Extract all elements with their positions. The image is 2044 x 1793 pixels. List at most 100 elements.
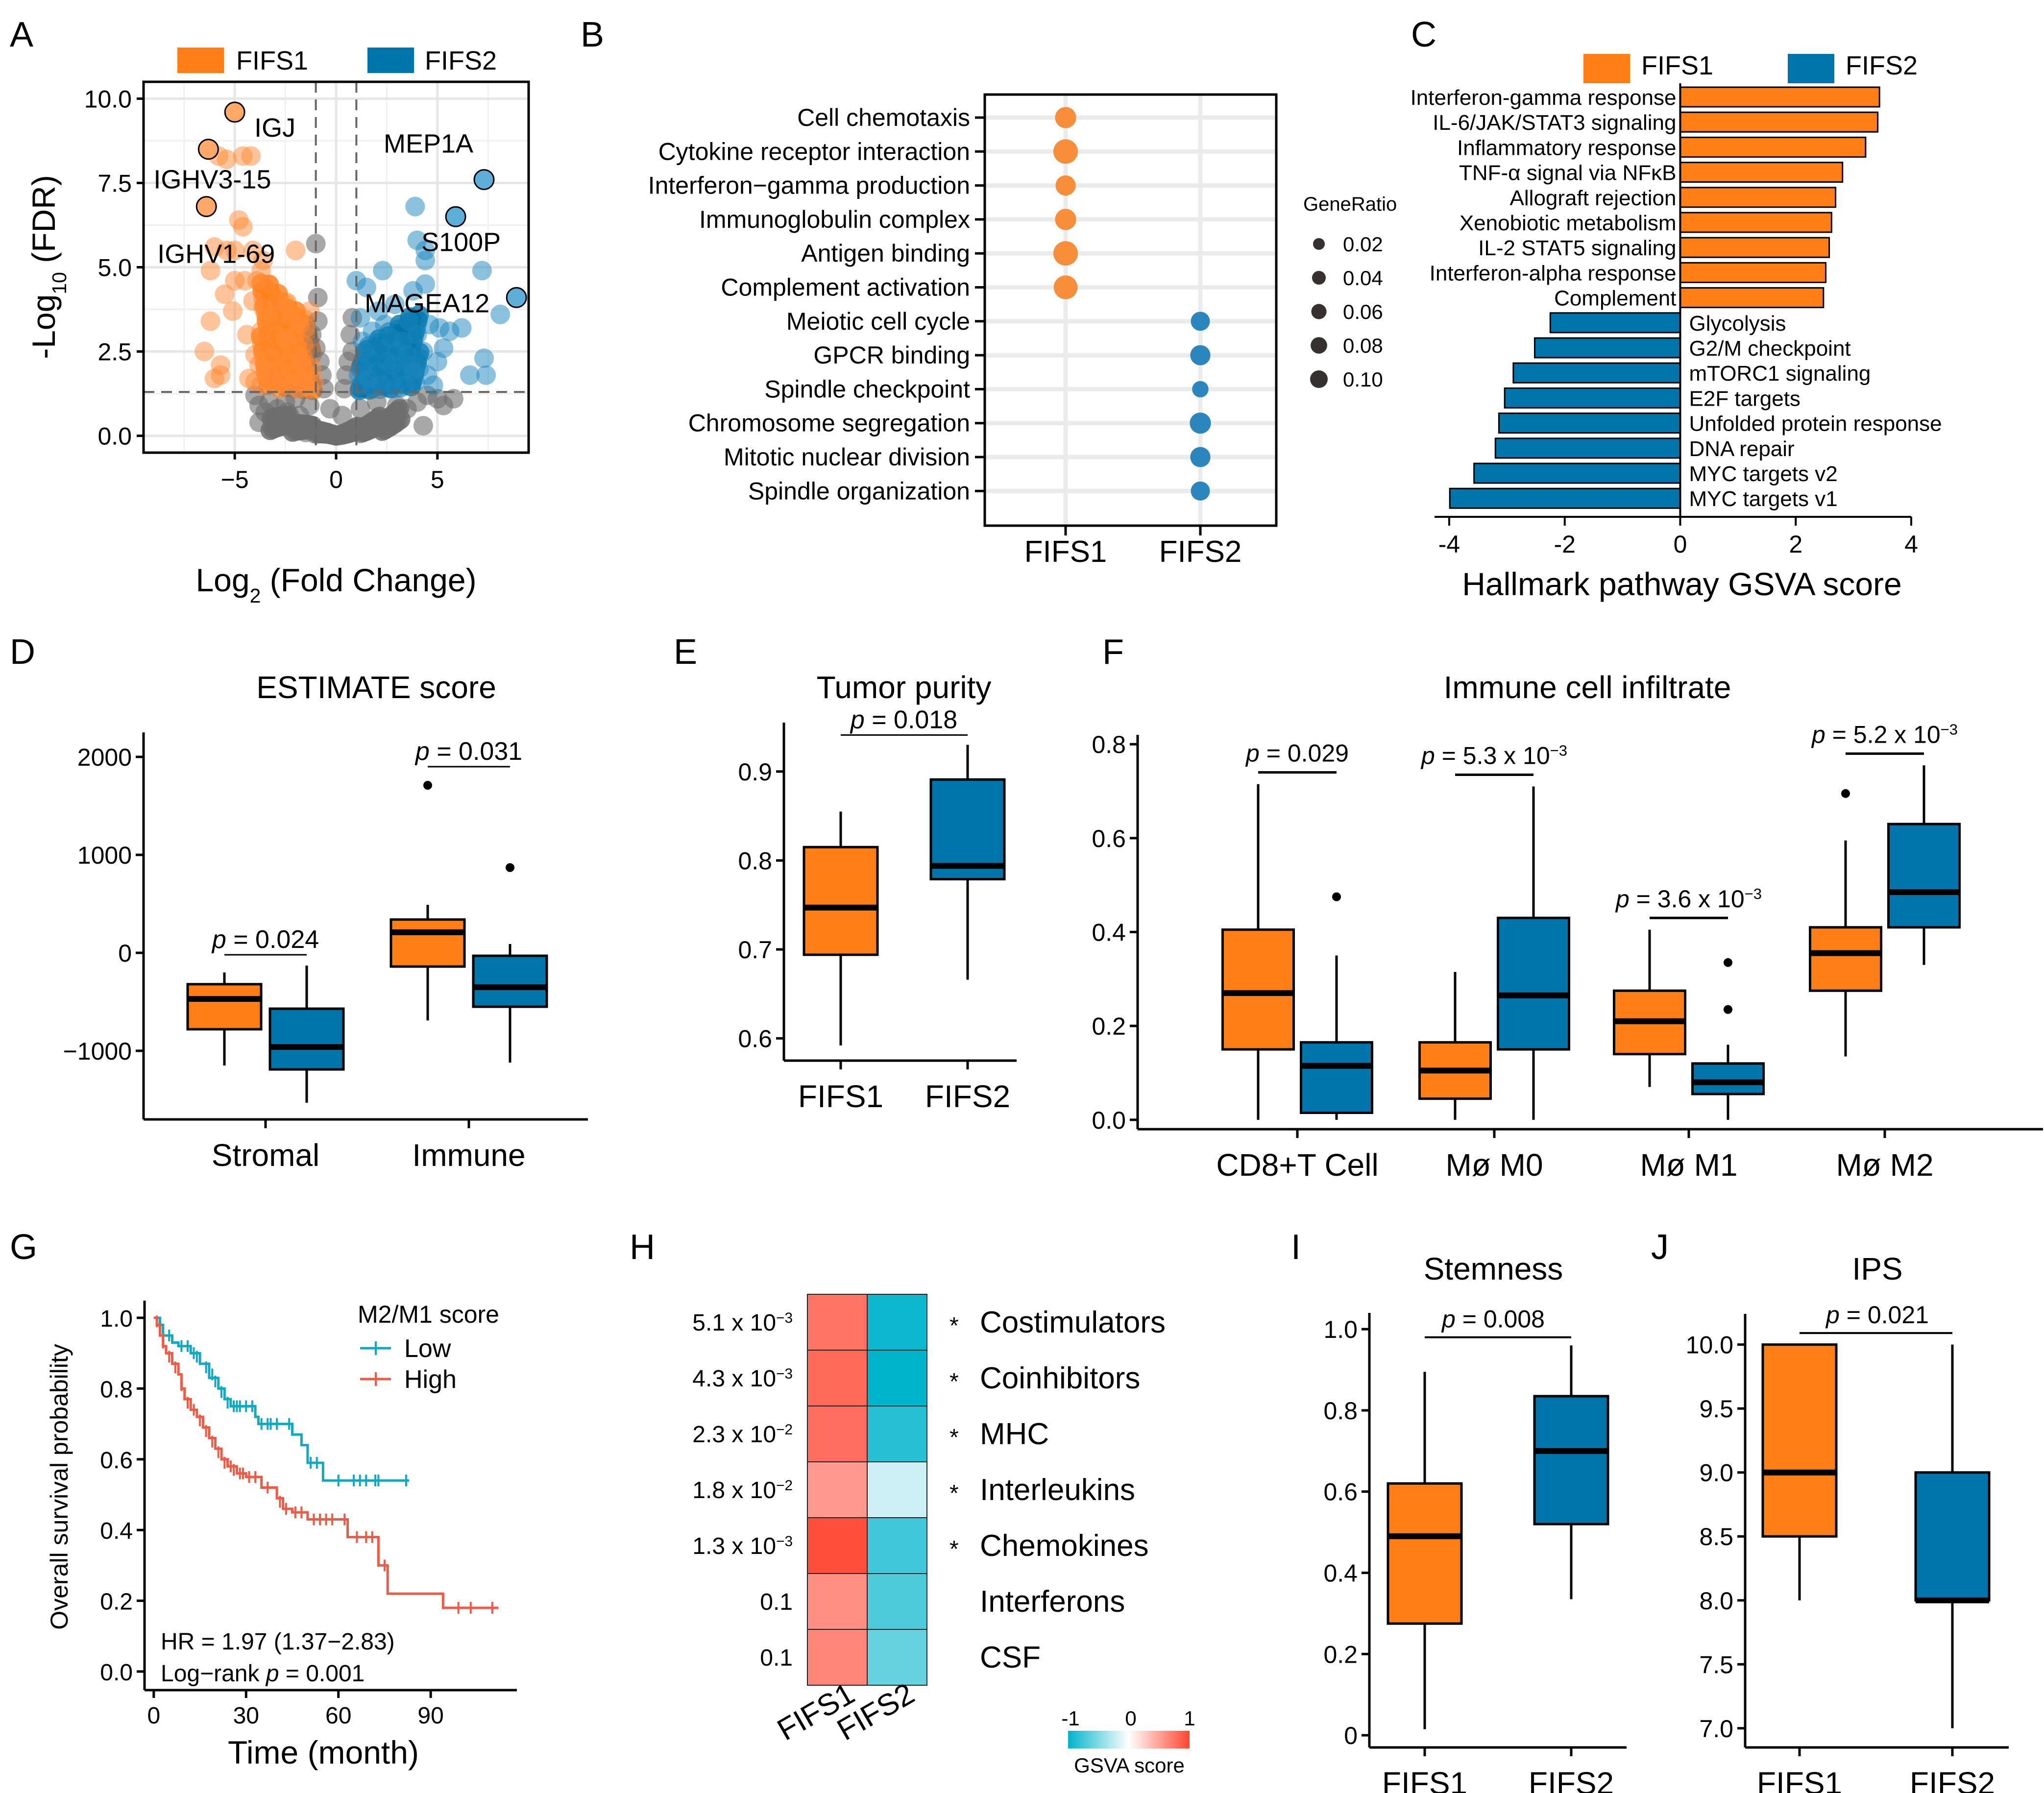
- gene-label: MEP1A: [384, 129, 473, 159]
- x-tick-label: 0: [147, 1703, 160, 1729]
- y-tick-label: 0: [118, 940, 132, 967]
- p-value-label: p = 3.6 x 10−3: [1615, 885, 1762, 913]
- panel-b-dotplot: Cell chemotaxis Cytokine receptor interac…: [648, 93, 1397, 569]
- x-tick-label: Mø M2: [1836, 1147, 1933, 1183]
- gene-ratio-dot: [1191, 312, 1210, 331]
- box: [1691, 1062, 1765, 1095]
- fifs2-point: [354, 341, 374, 362]
- fifs1-point: [286, 241, 306, 261]
- p-value-label: p = 5.2 x 10−3: [1811, 721, 1958, 749]
- legend-swatch-fifs1: [177, 48, 224, 73]
- pathway-bar: [1498, 412, 1681, 434]
- gene-ratio-dot: [1190, 345, 1211, 365]
- y-tick-label: 0: [1344, 1722, 1358, 1749]
- x-tick-label: CD8+T Cell: [1216, 1147, 1378, 1183]
- y-tick-label: 7.5: [97, 170, 132, 197]
- x-tick-label: -4: [1438, 531, 1460, 558]
- pathway-bar: [1512, 362, 1681, 384]
- box: [1533, 1395, 1609, 1526]
- heatmap-cell: [807, 1461, 868, 1518]
- survival-curve-low: [153, 1316, 410, 1482]
- gene-ratio-dot: [1053, 275, 1078, 299]
- box: [1887, 823, 1961, 929]
- fifs2-point: [348, 365, 368, 385]
- y-tick-label: 2000: [77, 744, 132, 771]
- y-tick-label: 0.0: [100, 1660, 133, 1686]
- labeled-gene-point: [224, 101, 245, 123]
- y-tick-label: 0.0: [1092, 1107, 1126, 1134]
- pathway-label: Glycolysis: [1689, 312, 1786, 336]
- gene-label: IGJ: [254, 113, 295, 143]
- heatmap-cell: [807, 1629, 868, 1686]
- fifs1-point: [225, 241, 245, 261]
- labeled-gene-point: [197, 139, 219, 160]
- x-tick-label: FIFS2: [1910, 1766, 1995, 1793]
- colorbar-tick-label: 1: [1184, 1707, 1195, 1730]
- chart-title: IPS: [1852, 1251, 1902, 1286]
- fifs1-point: [265, 311, 285, 331]
- fifs1-point: [237, 325, 257, 345]
- fifs2-point: [383, 355, 403, 375]
- row-pvalue-label: 2.3 x 10−2: [692, 1422, 793, 1448]
- fifs1-point: [195, 341, 215, 362]
- pathway-bar: [1533, 337, 1681, 359]
- gene-ratio-dot: [1191, 481, 1210, 501]
- panel-g-km: 0.0 0.2 0.4 0.6 0.8 1.0 0 30 60 90 Time (month) Ove…: [46, 1301, 517, 1770]
- size-legend-dot: [1311, 304, 1327, 319]
- p-value-label: p = 0.008: [1441, 1306, 1545, 1333]
- plot-frame: [983, 93, 1278, 527]
- labeled-gene-point: [195, 196, 217, 218]
- fifs2-point: [397, 345, 417, 365]
- panel-i-stemness: 0 0.2 0.4 0.6 0.8 1.0 FIFS1 FIFS2 Stemness p = 0.…: [1323, 1251, 1627, 1793]
- y-tick-label: 0.7: [738, 936, 772, 964]
- ns-point: [434, 395, 454, 415]
- legend-label-low: Low: [404, 1334, 451, 1363]
- significance-star: *: [949, 1536, 959, 1562]
- outlier-point: [1332, 892, 1341, 901]
- row-label: Interleukins: [980, 1473, 1135, 1507]
- panel-f-immune: 0.0 0.2 0.4 0.6 0.8 CD8+T Cell Mø M0 Mø M1 Mø M2…: [1092, 670, 2043, 1183]
- x-tick-label: Mø M0: [1445, 1147, 1543, 1183]
- heatmap-cell: [807, 1405, 868, 1462]
- y-axis-title: -Log10 (FDR): [25, 175, 71, 359]
- pathway-bar: [1473, 462, 1681, 484]
- y-tick-label: 5.0: [97, 254, 132, 282]
- y-tick-label: 2.5: [97, 339, 132, 366]
- size-legend-label: 0.04: [1343, 267, 1383, 290]
- size-legend-label: 0.06: [1343, 300, 1383, 323]
- pathway-label: E2F targets: [1689, 387, 1801, 411]
- term-label: GPCR binding: [813, 341, 970, 369]
- x-tick-label: FIFS2: [1529, 1766, 1614, 1793]
- row-label: Interferons: [980, 1585, 1125, 1619]
- pathway-bar: [1449, 487, 1681, 509]
- y-tick-label: 1.0: [1323, 1316, 1358, 1343]
- p-value-label: p = 0.029: [1245, 740, 1349, 767]
- fifs1-point: [304, 372, 324, 392]
- fifs1-point: [290, 315, 310, 335]
- gene-label: IGHV3-15: [153, 165, 271, 194]
- x-axis-title: Log2 (Fold Change): [195, 562, 476, 607]
- gene-ratio-dot: [1055, 175, 1076, 196]
- term-label: Chromosome segregation: [688, 410, 970, 437]
- size-legend-label: 0.10: [1343, 368, 1383, 391]
- fifs2-point: [415, 250, 436, 270]
- fifs1-point: [200, 261, 220, 281]
- legend-label-fifs1: FIFS1: [236, 46, 308, 75]
- gene-label: S100P: [421, 227, 501, 257]
- pathway-label: mTORC1 signaling: [1689, 362, 1871, 386]
- pathway-label: Allograft rejection: [1510, 186, 1677, 210]
- significance-star: *: [949, 1480, 959, 1506]
- row-pvalue-label: 4.3 x 10−3: [692, 1366, 793, 1392]
- outlier-point: [1724, 1005, 1732, 1014]
- row-label: Coinhibitors: [980, 1361, 1140, 1395]
- panel-letter-G: G: [10, 1228, 37, 1267]
- fifs2-point: [375, 315, 395, 335]
- chart-title: ESTIMATE score: [256, 670, 496, 705]
- term-label: Antigen binding: [801, 240, 970, 267]
- legend-label-fifs1: FIFS1: [1641, 51, 1713, 80]
- row-label: Costimulators: [980, 1306, 1166, 1339]
- y-tick-label: 0.6: [100, 1448, 133, 1474]
- y-tick-label: 8.5: [1699, 1523, 1733, 1551]
- heatmap-cell: [867, 1350, 927, 1406]
- gene-ratio-dot: [1053, 241, 1078, 266]
